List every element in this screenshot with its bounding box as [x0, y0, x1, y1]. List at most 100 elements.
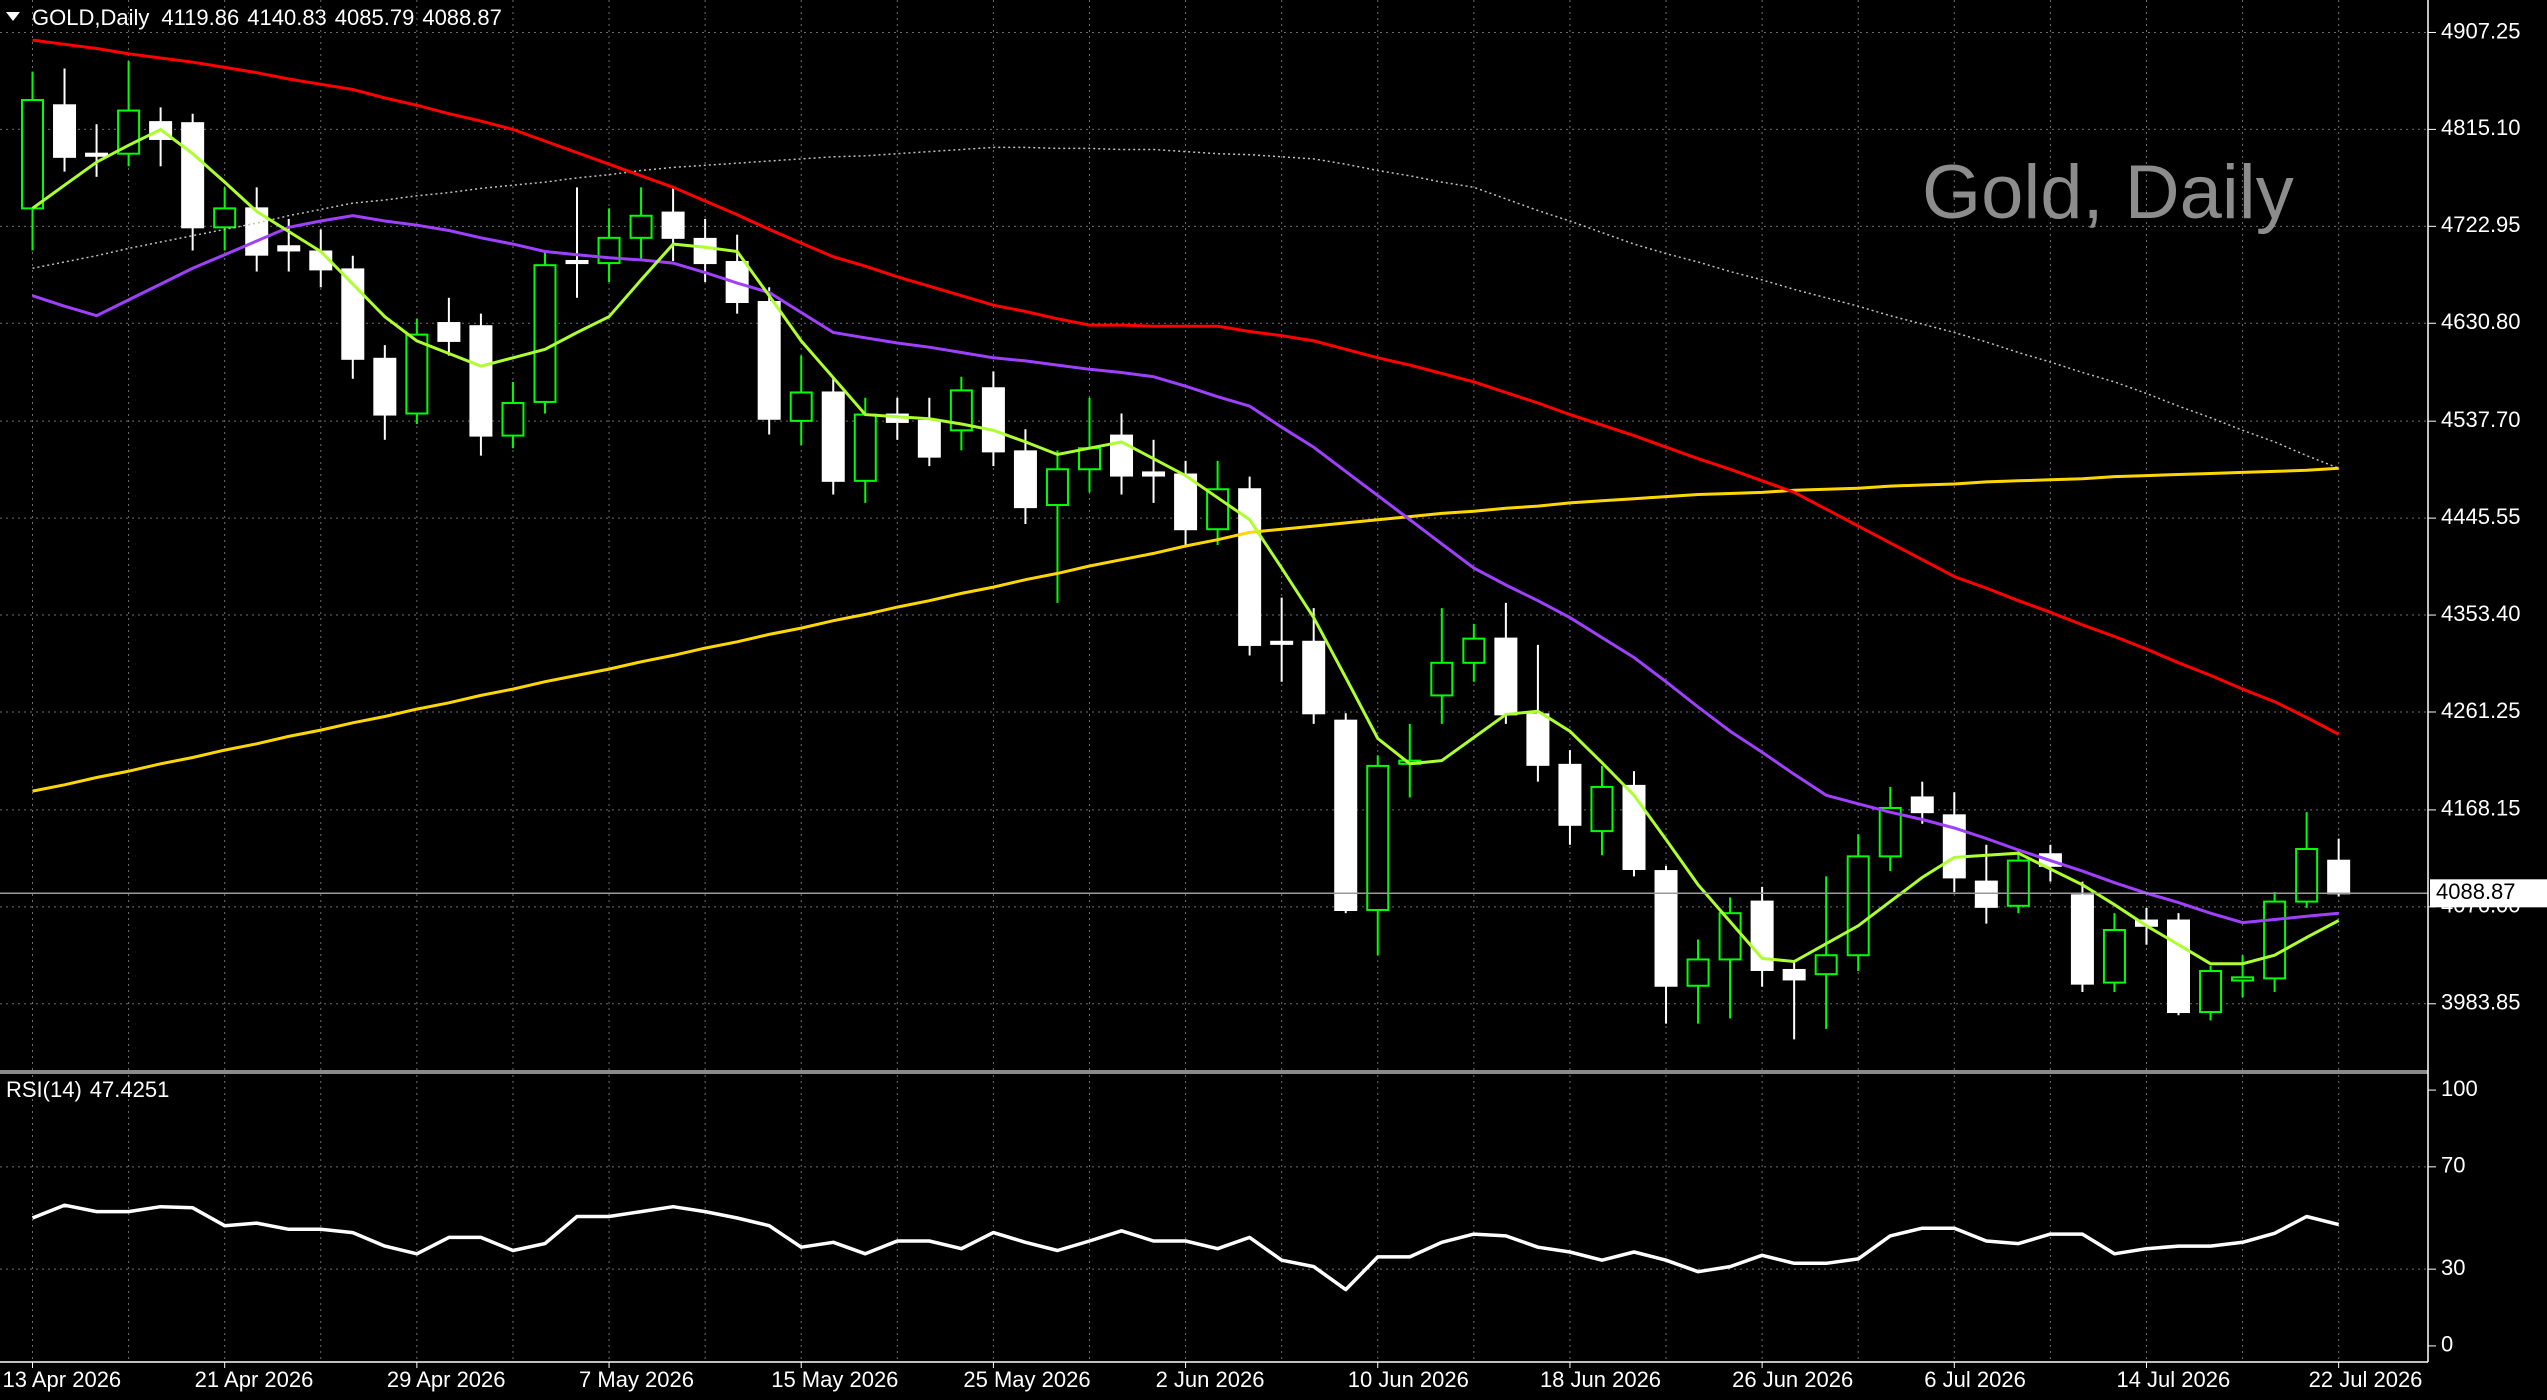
candle-body: [789, 391, 813, 422]
candle-body: [2102, 928, 2126, 984]
x-tick-label: 10 Jun 2026: [1348, 1367, 1469, 1392]
rsi-y-tick-label: 70: [2441, 1153, 2465, 1178]
y-tick-label: 3983.85: [2441, 990, 2521, 1015]
candle-body: [981, 387, 1005, 453]
candle-body: [213, 207, 237, 229]
rsi-label: RSI(14): [6, 1077, 82, 1102]
candle-body: [1142, 471, 1166, 477]
candle-body: [2327, 859, 2351, 895]
candle-body: [1494, 637, 1518, 716]
candle-body: [2167, 919, 2191, 1014]
candle-body: [2295, 847, 2319, 903]
rsi-y-tick-label: 0: [2441, 1332, 2453, 1357]
candle-body: [277, 245, 301, 252]
menu-triangle[interactable]: [6, 12, 20, 21]
candle-body: [1590, 785, 1614, 833]
x-tick-label: 7 May 2026: [579, 1367, 694, 1392]
candle-body: [21, 99, 44, 210]
candle-body: [1686, 958, 1710, 987]
moving-average-line: [31, 127, 2340, 966]
candle-body: [853, 413, 877, 482]
current-price-label: 4088.87: [2436, 879, 2516, 904]
candle-body: [1846, 855, 1870, 957]
x-tick-label: 6 Jul 2026: [1924, 1367, 2026, 1392]
candle-body: [1782, 968, 1806, 981]
low-value: 4085.79: [335, 5, 415, 30]
high-value: 4140.83: [247, 5, 327, 30]
candle-body: [501, 401, 525, 437]
candle-body: [1622, 784, 1646, 870]
moving-average-line: [32, 146, 2339, 469]
y-tick-label: 4353.40: [2441, 601, 2521, 626]
candle-body: [1878, 806, 1902, 858]
x-tick-label: 22 Jul 2026: [2309, 1367, 2423, 1392]
rsi-y-tick-label: 30: [2441, 1255, 2465, 1280]
x-tick-label: 14 Jul 2026: [2116, 1367, 2230, 1392]
candle-body: [1654, 870, 1678, 987]
grid: [0, 0, 2428, 1361]
candle-body: [85, 152, 109, 157]
candle-body: [1974, 880, 1998, 908]
candle-body: [53, 104, 77, 158]
close-value: 4088.87: [422, 5, 502, 30]
rsi-value: 47.4251: [90, 1077, 170, 1102]
watermark: Gold, Daily: [1922, 150, 2294, 235]
y-tick-label: 4445.55: [2441, 504, 2521, 529]
rsi-line: [31, 1203, 2340, 1292]
candle-body: [565, 259, 589, 265]
candle-body: [1462, 637, 1486, 664]
candle-body: [405, 333, 429, 415]
x-tick-label: 2 Jun 2026: [1156, 1367, 1265, 1392]
y-tick-label: 4261.25: [2441, 698, 2521, 723]
candle-body: [2231, 976, 2255, 982]
moving-average-line: [32, 466, 2339, 793]
candle-body: [1814, 954, 1838, 976]
candle-body: [949, 389, 973, 432]
plot: [0, 38, 2428, 1292]
x-tick-label: 26 Jun 2026: [1732, 1367, 1853, 1392]
x-tick-label: 18 Jun 2026: [1540, 1367, 1661, 1392]
candle-body: [117, 109, 141, 155]
y-tick-label: 4907.25: [2441, 18, 2521, 43]
x-tick-label: 13 Apr 2026: [3, 1367, 122, 1392]
y-tick-label: 4630.80: [2441, 309, 2521, 334]
candle-body: [1910, 796, 1934, 814]
x-tick-label: 29 Apr 2026: [387, 1367, 506, 1392]
candle-body: [1526, 713, 1550, 766]
moving-average-line: [32, 38, 2340, 736]
current-price-box: [2430, 879, 2547, 908]
candle-body: [1718, 912, 1742, 961]
y-tick-label: 4815.10: [2441, 115, 2521, 140]
candle-body: [661, 211, 685, 239]
header: GOLD,Daily 4119.86 4140.83 4085.79 4088.87: [32, 5, 502, 30]
candle-body: [1174, 473, 1198, 531]
candle-body: [1430, 661, 1454, 697]
candle-body: [2070, 894, 2094, 985]
candle-body: [1366, 764, 1390, 912]
open-value: 4119.86: [161, 5, 239, 30]
y-tick-label: 4537.70: [2441, 407, 2521, 432]
candle-body: [1013, 450, 1037, 509]
x-tick-label: 15 May 2026: [771, 1367, 898, 1392]
candle-body: [341, 268, 365, 360]
candle-body: [821, 391, 845, 482]
x-tick-label: 21 Apr 2026: [195, 1367, 314, 1392]
rsi-y-tick-label: 100: [2441, 1076, 2478, 1101]
candle-body: [1270, 640, 1294, 645]
candle-body: [469, 325, 493, 437]
candle-body: [1045, 468, 1069, 507]
candle-body: [1558, 763, 1582, 826]
candle-body: [437, 322, 461, 342]
candle-body: [629, 214, 653, 239]
candle-body: [1302, 640, 1326, 715]
candle-body: [1238, 488, 1262, 646]
candle-body: [757, 301, 781, 420]
symbol: GOLD,Daily: [32, 5, 149, 30]
y-tick-label: 4722.95: [2441, 212, 2521, 237]
candle-body: [2199, 970, 2223, 1014]
candle-body: [693, 237, 717, 265]
candle-body: [917, 419, 941, 458]
y-tick-label: 4168.15: [2441, 796, 2521, 821]
